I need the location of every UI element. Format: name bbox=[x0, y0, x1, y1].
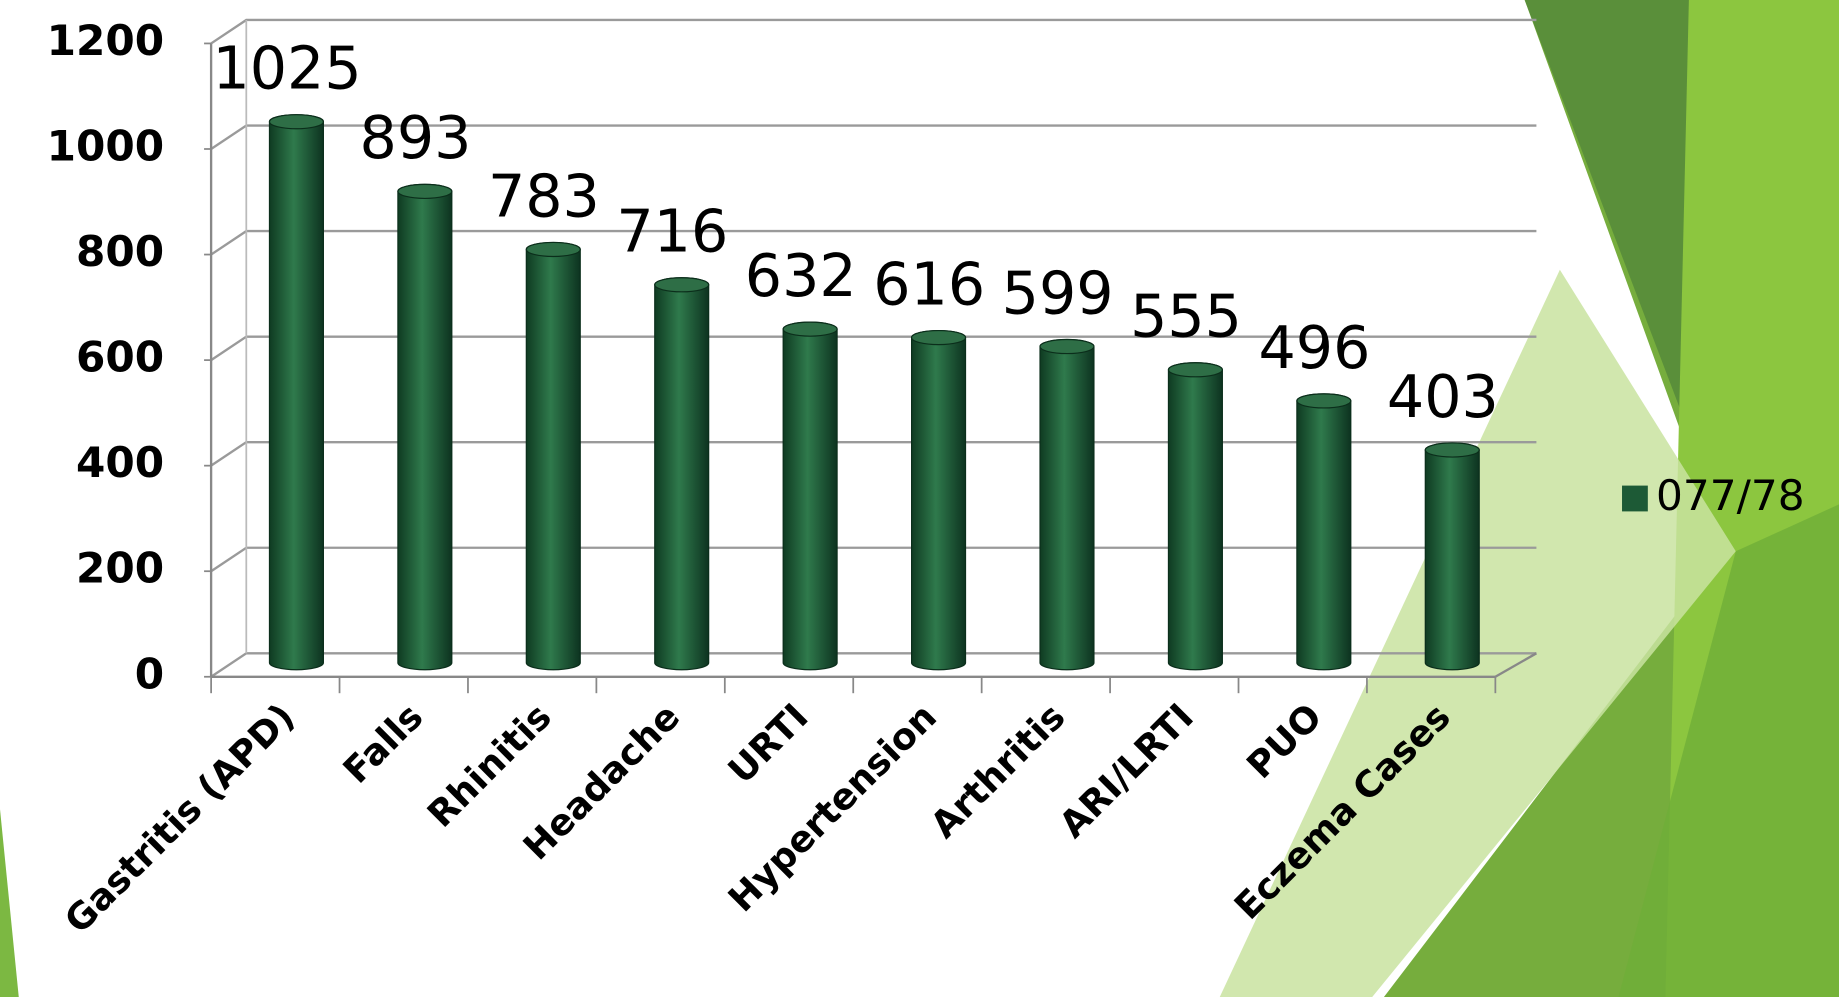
y-tick-label: 1200 bbox=[47, 16, 165, 65]
bar-top bbox=[654, 277, 710, 293]
bar-top bbox=[397, 183, 453, 200]
bar-top bbox=[1424, 442, 1480, 458]
value-label: 1025 bbox=[212, 35, 361, 103]
bar-top bbox=[910, 329, 967, 346]
y-tick-label: 800 bbox=[76, 227, 164, 276]
value-label: 632 bbox=[745, 242, 857, 310]
value-label: 496 bbox=[1258, 314, 1370, 382]
bar-top bbox=[268, 114, 324, 130]
y-tick-label: 0 bbox=[135, 649, 164, 698]
bar-top bbox=[782, 321, 838, 337]
legend-label: 077/78 bbox=[1656, 471, 1805, 520]
x-tick-label: URTI bbox=[720, 695, 817, 792]
bar bbox=[397, 183, 453, 671]
bar bbox=[654, 277, 710, 671]
value-label: 555 bbox=[1130, 283, 1242, 351]
bar-top bbox=[1039, 338, 1095, 355]
bar bbox=[910, 329, 967, 671]
bar bbox=[1039, 338, 1095, 671]
value-label: 783 bbox=[488, 162, 600, 230]
bar bbox=[268, 114, 324, 671]
bar bbox=[1167, 362, 1223, 671]
value-label: 893 bbox=[360, 104, 472, 172]
y-tick-label: 1000 bbox=[47, 121, 165, 170]
bar bbox=[525, 241, 581, 671]
y-tick-label: 400 bbox=[76, 438, 164, 487]
y-tick-label: 200 bbox=[76, 544, 164, 593]
x-tick-label: Gastritis (APD) bbox=[56, 695, 303, 942]
value-label: 716 bbox=[616, 198, 728, 266]
value-label: 616 bbox=[873, 250, 985, 318]
bar bbox=[1424, 442, 1480, 671]
y-tick-label: 600 bbox=[76, 333, 164, 382]
x-tick-label: Arthritis bbox=[922, 695, 1073, 846]
bar-top bbox=[1167, 362, 1223, 378]
bar bbox=[782, 321, 838, 671]
bar bbox=[1296, 393, 1352, 671]
x-tick-label: ARI/LRTI bbox=[1051, 695, 1202, 846]
x-tick-label: PUO bbox=[1238, 695, 1330, 787]
value-label: 599 bbox=[1002, 259, 1114, 327]
floor-edge bbox=[1494, 652, 1537, 678]
grid-line bbox=[210, 18, 1537, 45]
value-label: 403 bbox=[1387, 363, 1499, 431]
bar-top bbox=[525, 241, 581, 258]
bar-top bbox=[1296, 393, 1352, 409]
x-tick-label: Falls bbox=[335, 695, 432, 792]
legend-swatch bbox=[1622, 485, 1648, 512]
